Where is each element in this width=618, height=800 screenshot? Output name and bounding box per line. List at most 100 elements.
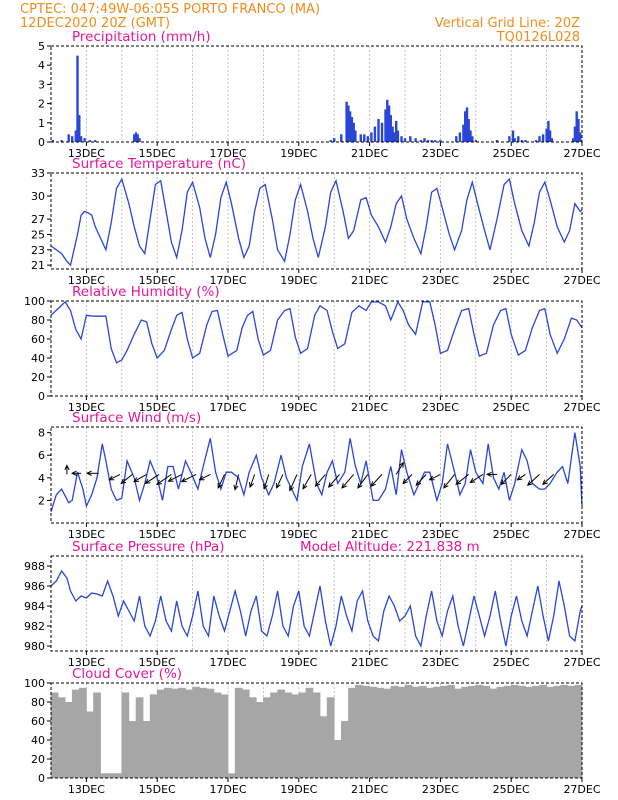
arrow-head	[398, 461, 405, 468]
wind-arrow	[276, 474, 284, 489]
arrow-head	[85, 470, 92, 476]
cloud-bar	[263, 697, 271, 779]
precip-bar	[545, 128, 548, 142]
cloud-bar	[539, 684, 547, 778]
wind-arrow	[217, 474, 225, 489]
wind-arrow	[500, 474, 512, 486]
arrow-head	[70, 470, 77, 476]
wind-arrow	[64, 464, 70, 475]
arrow-head	[108, 475, 115, 481]
cloud-bar	[383, 688, 392, 778]
arrow-shaft	[199, 473, 211, 481]
arrow-shaft	[234, 474, 240, 490]
y-tick-label: 20	[31, 371, 45, 384]
plot-frame	[50, 300, 583, 397]
cloud-bar	[390, 685, 399, 778]
x-tick-label: 25DEC	[493, 528, 530, 541]
cloud-bar	[440, 685, 448, 778]
arrow-shaft	[429, 473, 441, 481]
arrow-head	[249, 482, 254, 489]
arrow-shaft	[181, 473, 197, 483]
precip-bar	[347, 105, 350, 142]
x-tick-label: 17DEC	[209, 401, 246, 414]
arrow-head	[314, 481, 321, 487]
arrow-shaft	[415, 474, 427, 486]
cloud-bar	[199, 687, 208, 779]
x-tick-label: 15DEC	[139, 656, 176, 669]
y-tick-label: 100	[24, 677, 45, 690]
cloud-bar	[121, 692, 130, 778]
y-tick-label: 0	[38, 390, 45, 403]
precip-bar	[134, 132, 138, 142]
precip-bar	[579, 132, 582, 142]
arrow-head	[485, 471, 492, 478]
precip-bar	[465, 107, 469, 142]
arrow-head	[526, 480, 533, 486]
precip-bar	[83, 138, 86, 142]
y-tick-label: 982	[24, 620, 45, 633]
y-tick-label: 2	[38, 98, 45, 111]
precip-bar	[550, 138, 554, 142]
precip-bar	[426, 140, 430, 142]
arrow-head	[120, 478, 127, 485]
wind-arrow	[402, 474, 413, 485]
cloud-bar	[574, 684, 583, 778]
wind-arrow	[120, 474, 133, 485]
header-location: CPTEC: 047:49W-06:05S PORTO FRANCO (MA)	[20, 2, 320, 17]
x-tick-label: 23DEC	[422, 783, 459, 796]
precip-bar	[414, 138, 417, 142]
precip-bar	[548, 130, 552, 142]
cloud-bar	[305, 687, 314, 779]
arrow-shaft	[168, 473, 183, 482]
cloud-bar	[560, 684, 569, 778]
arrow-shaft	[217, 474, 225, 489]
wind-arrow	[133, 473, 147, 483]
wind-arrow	[516, 473, 526, 481]
arrow-shaft	[276, 474, 284, 489]
arrow-shaft	[455, 474, 470, 485]
x-tick-label: 13DEC	[68, 147, 105, 160]
precip-bar	[403, 138, 407, 142]
precip-bar	[513, 138, 516, 142]
precip-bar	[400, 136, 403, 142]
precip-bar	[329, 140, 332, 142]
y-tick-label: 27	[31, 213, 45, 226]
wind-arrow	[526, 474, 540, 486]
x-tick-label: 17DEC	[209, 528, 246, 541]
precip-bar	[511, 130, 515, 142]
y-tick-label: 60	[31, 715, 45, 728]
wind-arrow	[167, 473, 183, 482]
arrow-shaft	[289, 474, 298, 491]
cloud-bar	[256, 702, 264, 778]
plot-frame	[50, 45, 583, 143]
arrow-head	[357, 482, 363, 489]
precip-bar	[524, 140, 527, 142]
pressure-panel: Surface Pressure (hPa) Model Altitude: 2…	[24, 539, 601, 669]
y-tick-label: 3	[38, 78, 45, 91]
precip-bar	[433, 140, 437, 142]
precip-bar	[377, 119, 380, 142]
precip-bar	[359, 134, 362, 142]
arrow-head	[263, 483, 268, 490]
precip-bar	[508, 136, 511, 142]
x-tick-label: 23DEC	[422, 656, 459, 669]
cloud-bar	[71, 689, 80, 778]
cloud-bar	[128, 721, 137, 778]
y-tick-label: 20	[31, 753, 45, 766]
cloud-bar	[319, 716, 328, 779]
x-tick-label: 21DEC	[351, 528, 388, 541]
cloud-bar	[447, 684, 455, 778]
cloud-bar	[475, 684, 484, 778]
arrow-shaft	[470, 473, 484, 483]
x-tick-label: 15DEC	[139, 783, 176, 796]
precip-bar	[78, 115, 81, 142]
cloud-bar	[397, 686, 406, 778]
precip-bar	[51, 140, 54, 142]
arrow-head	[415, 480, 422, 487]
arrow-head	[144, 478, 151, 485]
precip-bar	[396, 130, 400, 142]
arrow-shaft	[145, 473, 160, 484]
precip-bar	[419, 140, 423, 142]
plot-frame	[50, 555, 583, 652]
